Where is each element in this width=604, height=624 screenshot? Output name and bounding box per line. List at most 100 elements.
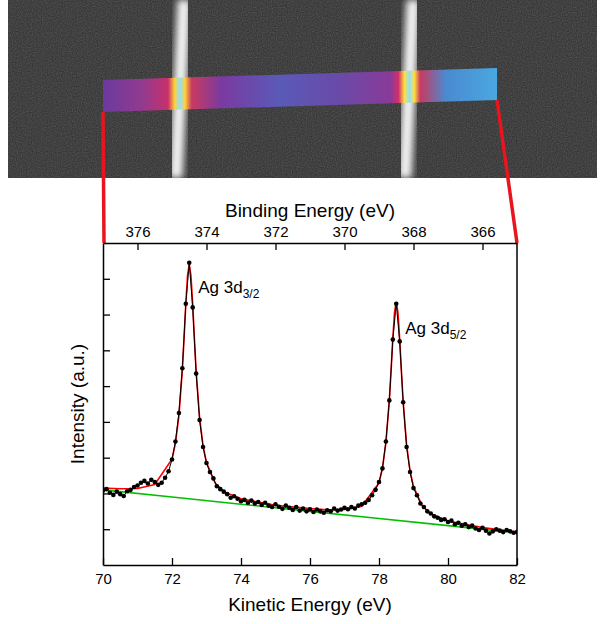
x-axis: 70727476788082 [95,558,526,587]
micrograph-noise [8,0,597,178]
data-point [449,518,454,523]
y-axis-title: Intensity (a.u.) [67,344,88,464]
data-point [170,457,175,462]
tick-mark [103,422,110,423]
tick-mark [275,243,276,250]
data-point [184,302,189,307]
data-point [208,470,213,475]
data-point [180,366,185,371]
tick-label: 366 [470,223,495,240]
tick: 368 [401,223,426,250]
tick-label: 80 [440,570,457,587]
micrograph [8,0,597,243]
mapped-region [103,68,497,112]
tick-mark [413,243,414,250]
zoom-connector [103,112,104,243]
tick: 374 [194,223,219,250]
tick [103,493,110,494]
data-point [146,481,151,486]
data-point [111,493,116,498]
plot-area [103,260,517,535]
tick [103,386,110,387]
tick: 366 [470,223,495,250]
x-axis-title: Kinetic Energy (eV) [228,594,392,615]
data-point [418,501,423,506]
tick-mark [379,558,380,565]
tick-mark [103,529,110,530]
tick-label: 372 [263,223,288,240]
tick: 80 [440,558,457,587]
data-point [373,488,378,493]
tick: 376 [125,223,150,250]
x2-axis-title: Binding Energy (eV) [225,200,395,221]
data-point [397,339,402,344]
tick-mark [241,558,242,565]
tick-mark [310,558,311,565]
tick: 76 [302,558,319,587]
peak-label: Ag 3d3/2 [198,278,259,301]
data-point [194,371,199,376]
data-point [370,493,375,498]
data-point [121,494,126,499]
data-point [159,480,164,485]
data-point [211,476,216,481]
tick-mark [172,558,173,565]
tick-label: 376 [125,223,150,240]
y-axis [103,244,110,566]
axis-line [104,243,518,245]
zoom-connector [497,100,517,243]
tick-mark [103,279,110,280]
data-point [408,470,413,475]
tick-label: 70 [95,570,112,587]
series-line [103,490,517,533]
data-point [377,480,382,485]
data-point [384,439,389,444]
tick [103,422,110,423]
tick-label: 374 [194,223,219,240]
tick [103,529,110,530]
peak-label-subscript: 5/2 [450,328,467,342]
x2-axis: 376 374 372 370 368 366 [104,223,518,250]
data-point [294,505,299,510]
peak-label-text: Ag 3d [405,319,449,338]
plot-frame [516,243,518,565]
tick-mark [137,243,138,250]
data-point [391,337,396,342]
data-point [166,469,171,474]
data-point [197,418,202,423]
series-line [103,264,517,532]
data-point [387,398,392,403]
tick-label: 72 [164,570,181,587]
data-point [163,475,168,480]
data-point [225,492,230,497]
tick-mark [344,243,345,250]
tick [103,458,110,459]
tick-mark [103,314,110,315]
data-point [415,493,420,498]
peak-label: Ag 3d5/2 [405,319,466,342]
tick-label: 82 [509,570,526,587]
tick-label: 370 [332,223,357,240]
axis-line [103,244,105,566]
peak-label-subscript: 3/2 [243,287,260,301]
tick-mark [103,386,110,387]
tick-mark [103,493,110,494]
data-point [173,439,178,444]
tick-mark [103,350,110,351]
data-point [404,445,409,450]
data-point [411,486,416,491]
tick: 74 [233,558,250,587]
data-point [422,505,427,510]
data-point [366,498,371,503]
tick-mark [448,558,449,565]
data-point [104,487,109,492]
tick: 72 [164,558,181,587]
data-point [204,461,209,466]
micrograph-background [8,0,597,178]
tick: 372 [263,223,288,250]
tick-mark [103,458,110,459]
tick-label: 76 [302,570,319,587]
data-line [103,263,517,534]
tick [103,350,110,351]
tick-mark [482,243,483,250]
